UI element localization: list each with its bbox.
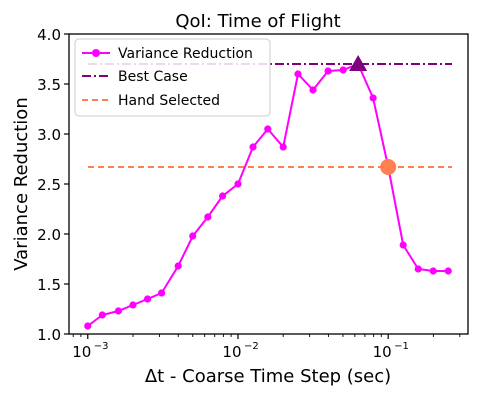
y-tick-label: 4.0: [37, 26, 61, 44]
legend-label-variance-reduction: Variance Reduction: [118, 46, 253, 62]
y-tick-label: 2.5: [37, 176, 61, 194]
legend-item-variance-reduction: Variance Reduction: [82, 46, 253, 62]
variance-reduction-point: [129, 301, 137, 309]
variance-reduction-point: [174, 262, 182, 270]
legend-label-best-case: Best Case: [118, 69, 188, 85]
variance-reduction-point: [249, 143, 257, 151]
x-tick-label-exponent: −1: [394, 341, 409, 352]
variance-reduction-point: [157, 289, 166, 297]
variance-reduction-point: [264, 125, 272, 133]
y-axis-label: Variance Reduction: [11, 97, 32, 270]
y-tick-label: 1.0: [37, 326, 61, 344]
y-tick-label: 1.5: [37, 276, 61, 294]
variance-reduction-point: [114, 307, 123, 315]
variance-reduction-point: [234, 180, 242, 188]
x-tick-label: 10: [222, 343, 241, 361]
x-axis: 10 −3 10 −2 10 −1: [72, 334, 461, 361]
legend-item-hand-selected: Hand Selected: [82, 93, 220, 109]
x-tick-label: 10: [72, 343, 91, 361]
variance-reduction-point: [309, 86, 317, 94]
variance-reduction-point: [369, 94, 377, 102]
variance-reduction-point: [98, 311, 106, 319]
variance-reduction-point: [339, 66, 347, 74]
legend-item-best-case: Best Case: [82, 69, 188, 85]
legend: Variance Reduction Best Case Hand Select…: [74, 38, 271, 117]
variance-reduction-point: [294, 70, 302, 78]
x-tick-label-exponent: −2: [244, 341, 259, 352]
variance-reduction-point: [414, 265, 422, 273]
chart-title: QoI: Time of Flight: [175, 11, 340, 32]
variance-reduction-point: [399, 241, 407, 249]
variance-reduction-point: [324, 67, 332, 75]
best-case-marker: [349, 55, 368, 71]
variance-reduction-point: [204, 213, 212, 221]
y-tick-label: 2.0: [37, 226, 61, 244]
variance-reduction-point: [444, 267, 452, 275]
y-tick-label: 3.0: [37, 126, 61, 144]
variance-reduction-point: [84, 322, 92, 330]
plot-area: [84, 55, 452, 330]
hand-selected-marker: [380, 159, 397, 175]
legend-marker-variance-reduction: [92, 49, 100, 57]
y-tick-label: 3.5: [37, 76, 61, 94]
y-axis: 1.0 1.5 2.0 2.5 3.0 3.5 4.0: [37, 26, 69, 344]
variance-reduction-point: [429, 267, 437, 275]
legend-frame: [74, 38, 271, 117]
legend-label-hand-selected: Hand Selected: [118, 93, 220, 109]
variance-reduction-point: [189, 232, 197, 240]
variance-reduction-point: [279, 143, 287, 151]
variance-reduction-point: [218, 192, 227, 200]
variance-reduction-point: [143, 295, 152, 303]
x-tick-label: 10: [373, 343, 392, 361]
x-tick-label-exponent: −3: [94, 341, 109, 352]
x-axis-label: Δt - Coarse Time Step (sec): [145, 366, 391, 387]
